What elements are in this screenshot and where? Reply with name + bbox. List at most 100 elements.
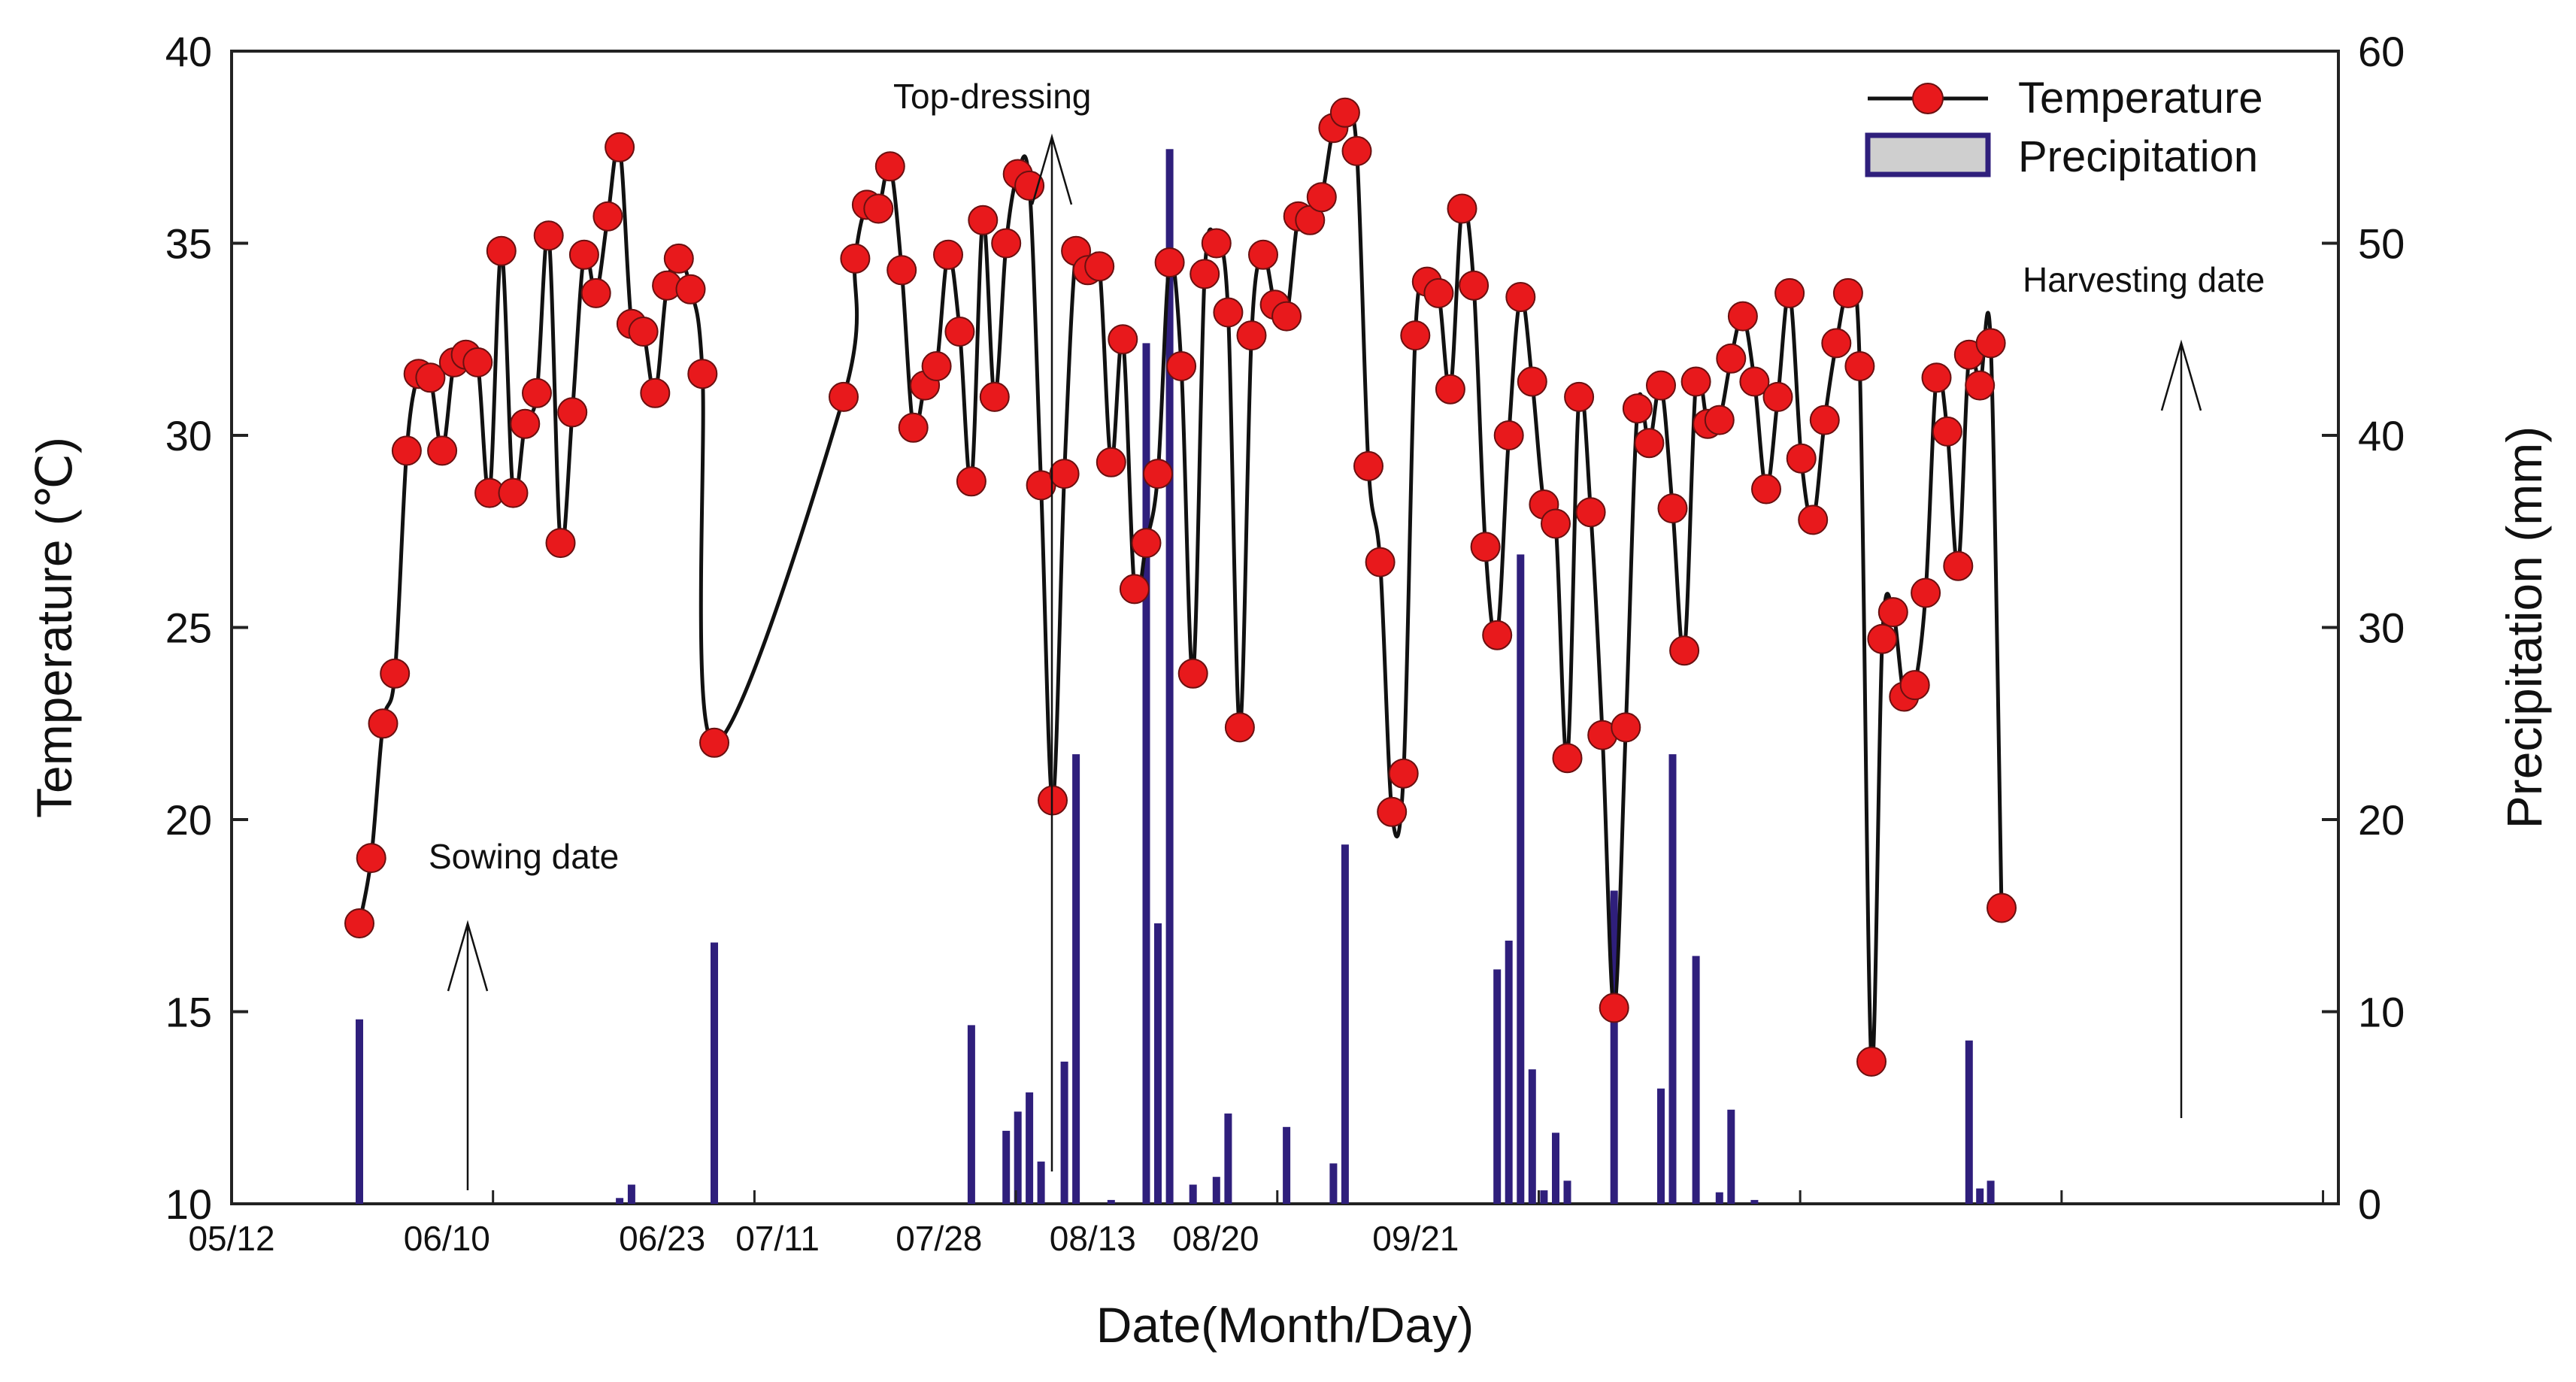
y-right-axis-title: Precipitation (mm) — [2496, 426, 2552, 829]
temperature-point — [1716, 343, 1747, 374]
temperature-point — [1213, 297, 1244, 328]
temperature-point — [687, 359, 718, 389]
y-left-axis-title: Temperature (℃) — [26, 437, 82, 818]
precip-bar — [1657, 1088, 1665, 1204]
temperature-point — [1096, 447, 1126, 477]
y-right-tick-label: 50 — [2358, 220, 2405, 268]
temperature-point — [1505, 282, 1536, 312]
y-left-tick-label: 30 — [165, 412, 212, 459]
temperature-point — [944, 317, 975, 347]
x-axis-title: Date(Month/Day) — [1096, 1297, 1474, 1353]
temperature-point — [1329, 97, 1360, 128]
y-right-tick-label: 20 — [2358, 796, 2405, 844]
temperature-point — [1365, 547, 1396, 577]
temperature-point — [1248, 239, 1278, 270]
temperature-point — [1470, 532, 1501, 562]
precip-bar — [1072, 754, 1080, 1204]
x-tick-label: 06/10 — [404, 1219, 490, 1258]
temperature-point — [1271, 301, 1302, 332]
precip-bar — [1224, 1113, 1232, 1204]
temperature-point — [1965, 370, 1996, 401]
temperature-point — [1388, 758, 1419, 789]
temperature-point — [1108, 324, 1138, 355]
temperature-point — [1751, 474, 1781, 505]
temperature-point — [486, 235, 517, 266]
temperature-point — [1774, 277, 1805, 308]
x-tick-label: 08/20 — [1172, 1219, 1259, 1258]
temperature-point — [1131, 528, 1162, 559]
temperature-point — [462, 347, 493, 377]
precip-bar — [356, 1019, 363, 1204]
temperature-point — [1680, 366, 1711, 397]
temperature-point — [1014, 170, 1045, 201]
temperature-point — [1899, 670, 1930, 701]
temperature-point — [829, 381, 859, 412]
temperature-point — [1611, 712, 1641, 743]
temperature-point — [1166, 351, 1197, 381]
top-dressing-arrow — [1031, 133, 1073, 1171]
temperature-point — [663, 243, 694, 274]
x-tick-label: 08/13 — [1050, 1219, 1136, 1258]
precip-bar — [1329, 1163, 1338, 1204]
y-left-tick-label: 35 — [165, 220, 212, 268]
temperature-point — [1423, 277, 1454, 308]
y-left-tick-label: 15 — [165, 989, 212, 1036]
y-left-tick-label: 20 — [165, 796, 212, 844]
temperature-point — [1119, 574, 1150, 605]
precip-bar — [967, 1025, 975, 1204]
precip-bar — [1026, 1092, 1034, 1204]
temperature-point — [510, 408, 541, 439]
precip-bar — [1668, 754, 1677, 1204]
temperature-point — [380, 658, 411, 689]
temperature-point — [1435, 374, 1465, 405]
legend-precipitation-swatch — [1865, 132, 1991, 177]
temperature-point — [1921, 362, 1952, 393]
temperature-point — [1353, 450, 1383, 481]
precip-bar — [627, 1184, 635, 1204]
temperature-point — [956, 466, 986, 497]
temperature-point — [557, 397, 588, 428]
temperature-point — [533, 220, 564, 251]
x-tick-label: 05/12 — [188, 1219, 274, 1258]
precip-bar — [1493, 969, 1502, 1204]
temperature-point — [545, 528, 576, 559]
temperature-point — [1224, 712, 1255, 743]
temperature-point — [391, 435, 422, 466]
y-left-tick-label: 25 — [165, 605, 212, 652]
temperature-point — [1809, 405, 1840, 435]
temperature-point — [1704, 405, 1735, 435]
temperature-point — [1517, 366, 1547, 397]
temperature-point — [1798, 505, 1829, 535]
x-tick-label: 06/23 — [619, 1219, 705, 1258]
temperature-point — [968, 205, 999, 235]
precip-bar — [1283, 1126, 1291, 1204]
precip-bar — [616, 1198, 624, 1204]
temperature-point — [1599, 993, 1629, 1023]
precip-bar — [1528, 1069, 1536, 1204]
temperature-point — [1739, 366, 1770, 397]
temperature-point — [1400, 320, 1431, 351]
temperature-point — [1911, 577, 1941, 608]
temperature-point — [1867, 623, 1898, 654]
temperature-point — [1306, 182, 1337, 213]
precip-bar — [1976, 1188, 1984, 1204]
temperature-point — [1646, 370, 1676, 401]
precip-bar — [1965, 1040, 1973, 1204]
temperature-point — [675, 274, 706, 305]
temperature-point — [1634, 428, 1665, 459]
temperature-point — [1459, 270, 1490, 301]
annotation-sowing-date: Sowing date — [429, 837, 619, 876]
temperature-point — [921, 351, 952, 381]
precip-bar — [1060, 1061, 1068, 1204]
temperature-point — [1541, 508, 1571, 539]
precipitation-bars — [356, 149, 1995, 1204]
temperature-point — [1575, 497, 1606, 528]
temperature-point — [1201, 228, 1232, 259]
precip-bar — [1037, 1161, 1045, 1204]
annotations: Sowing date Top-dressing Harvesting date — [429, 77, 2265, 1190]
temperature-point — [1177, 658, 1208, 689]
y-left-tick-label: 10 — [165, 1180, 212, 1228]
temperature-point — [628, 317, 659, 347]
temperature-point — [886, 255, 917, 286]
axes: 10 15 20 25 30 35 40 0 10 20 30 40 50 60 05/12 06/10 06/… — [26, 28, 2552, 1353]
